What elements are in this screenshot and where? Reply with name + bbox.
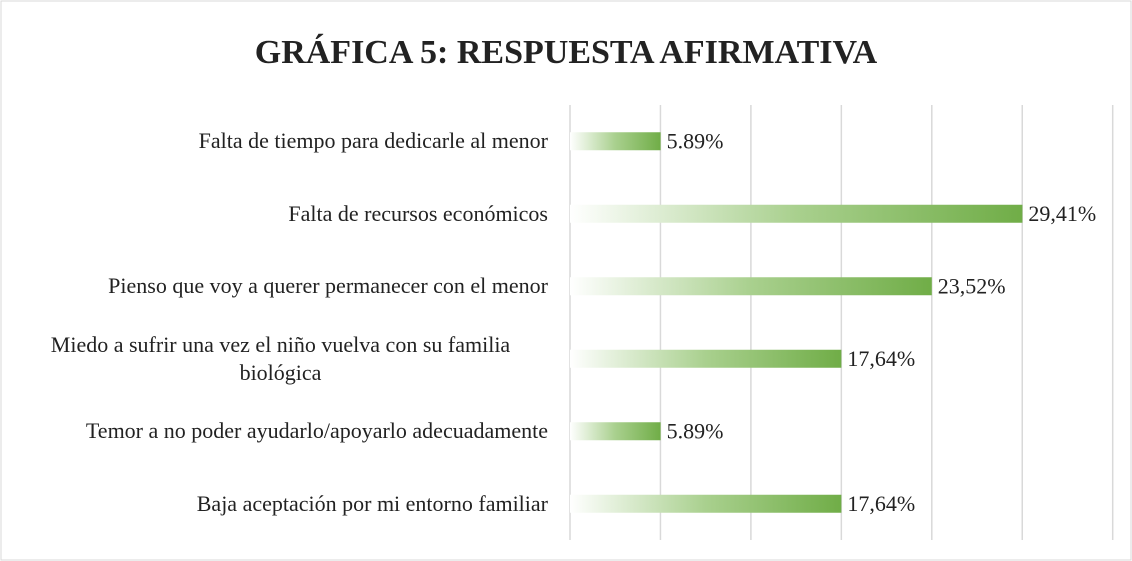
data-label: 5.89%: [667, 128, 724, 153]
bar: [570, 349, 842, 368]
bar: [570, 132, 661, 151]
data-label: 29,41%: [1028, 201, 1096, 226]
y-tick-label-box: Temor a no poder ayudarlo/apoyarlo adecu…: [10, 417, 548, 445]
y-tick-label-box: Falta de tiempo para dedicarle al menor: [10, 127, 548, 155]
bar: [570, 277, 932, 296]
y-tick-label: Pienso que voy a querer permanecer con e…: [108, 273, 548, 299]
y-tick-label: Falta de recursos económicos: [288, 200, 548, 226]
data-label: 5.89%: [667, 418, 724, 443]
bar: [570, 204, 1023, 223]
data-label: 23,52%: [938, 273, 1006, 298]
bar: [570, 422, 661, 441]
data-label: 17,64%: [847, 346, 915, 371]
y-tick-label-box: Falta de recursos económicos: [10, 200, 548, 228]
bar: [570, 494, 842, 513]
data-label: 17,64%: [847, 491, 915, 516]
y-tick-label: Falta de tiempo para dedicarle al menor: [198, 128, 548, 154]
y-tick-label-box: Baja aceptación por mi entorno familiar: [10, 490, 548, 518]
y-tick-label: Miedo a sufrir una vez el niño vuelva co…: [50, 331, 511, 385]
chart-title: GRÁFICA 5: RESPUESTA AFIRMATIVA: [255, 34, 878, 71]
y-tick-label: Temor a no poder ayudarlo/apoyarlo adecu…: [85, 418, 548, 444]
y-tick-label: Baja aceptación por mi entorno familiar: [196, 490, 548, 516]
y-tick-label-box: Pienso que voy a querer permanecer con e…: [10, 272, 548, 300]
y-tick-label-box: Miedo a sufrir una vez el niño vuelva co…: [10, 331, 548, 387]
